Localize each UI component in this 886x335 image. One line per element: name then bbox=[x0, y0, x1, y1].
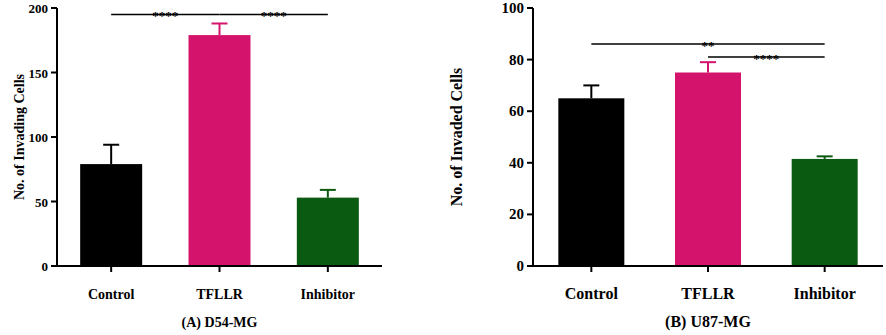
error-cap bbox=[103, 144, 119, 146]
error-cap bbox=[700, 61, 716, 63]
y-tick bbox=[527, 110, 533, 112]
significance-label: **** bbox=[753, 51, 779, 66]
significance-label: **** bbox=[152, 8, 178, 23]
y-tick-label: 50 bbox=[35, 195, 48, 210]
y-tick bbox=[527, 265, 533, 267]
error-cap bbox=[817, 155, 833, 157]
y-tick bbox=[527, 59, 533, 61]
y-tick-label: 200 bbox=[29, 1, 49, 16]
y-tick bbox=[51, 136, 57, 138]
error-bar bbox=[320, 190, 336, 198]
bar bbox=[80, 164, 142, 266]
x-tick bbox=[219, 266, 221, 272]
error-bar bbox=[583, 85, 599, 98]
error-bar bbox=[212, 23, 228, 35]
chart-title: (A) D54-MG bbox=[182, 315, 258, 331]
y-tick-label: 40 bbox=[509, 155, 524, 171]
y-tick bbox=[527, 213, 533, 215]
marks bbox=[558, 62, 857, 266]
error-bar bbox=[700, 62, 716, 72]
panel: 0 50 100 150 200 Control TFLLR Inhibitor No. of … bbox=[12, 1, 382, 331]
error-bar bbox=[103, 145, 119, 164]
marks bbox=[80, 23, 359, 266]
x-tick bbox=[707, 266, 709, 272]
chart-title: (B) U87-MG bbox=[665, 313, 751, 331]
y-tick-label: 100 bbox=[29, 130, 49, 145]
figure: 050100150200ControlTFLLRInhibitorNo. of … bbox=[0, 0, 886, 335]
significance-label: **** bbox=[261, 8, 287, 23]
error-cap bbox=[583, 84, 599, 86]
x-tick-label: Inhibitor bbox=[301, 287, 355, 302]
y-axis-label: No. of Invaded Cells bbox=[448, 68, 465, 207]
y-tick bbox=[51, 72, 57, 74]
error-whisker bbox=[707, 62, 709, 72]
y-tick-label: 100 bbox=[502, 0, 525, 16]
x-tick-label: TFLLR bbox=[196, 287, 244, 302]
x-tick bbox=[110, 266, 112, 272]
y-tick bbox=[527, 162, 533, 164]
y-tick-label: 60 bbox=[509, 103, 524, 119]
error-whisker bbox=[327, 190, 329, 198]
y-tick bbox=[51, 265, 57, 267]
bar bbox=[558, 98, 624, 266]
x-tick bbox=[327, 266, 329, 272]
bar bbox=[792, 159, 858, 266]
error-bar bbox=[817, 156, 833, 159]
y-tick bbox=[527, 7, 533, 9]
y-tick-label: 20 bbox=[509, 206, 524, 222]
y-tick bbox=[51, 7, 57, 9]
error-whisker bbox=[590, 85, 592, 98]
panel: 0 20 40 60 80 100 Control TFLLR Inhibitor No. of … bbox=[448, 0, 883, 331]
significance-label: ** bbox=[702, 38, 715, 53]
y-tick-label: 150 bbox=[29, 66, 49, 81]
x-tick bbox=[824, 266, 826, 272]
y-tick-label: 80 bbox=[509, 52, 524, 68]
y-axis-label: No. of Invading Cells bbox=[12, 73, 27, 200]
bar bbox=[675, 73, 741, 267]
y-tick-label: 0 bbox=[42, 259, 49, 274]
x-tick bbox=[590, 266, 592, 272]
y-tick-label: 0 bbox=[517, 258, 525, 274]
y-axis bbox=[532, 8, 534, 266]
bar bbox=[297, 198, 359, 266]
error-cap bbox=[320, 189, 336, 191]
error-whisker bbox=[110, 145, 112, 164]
y-tick bbox=[51, 201, 57, 203]
bar bbox=[189, 35, 251, 266]
x-tick-label: Control bbox=[88, 287, 135, 302]
error-whisker bbox=[219, 23, 221, 35]
error-cap bbox=[212, 22, 228, 24]
x-tick-label: TFLLR bbox=[681, 285, 735, 302]
x-tick-label: Control bbox=[565, 285, 619, 302]
x-tick-label: Inhibitor bbox=[794, 285, 856, 302]
